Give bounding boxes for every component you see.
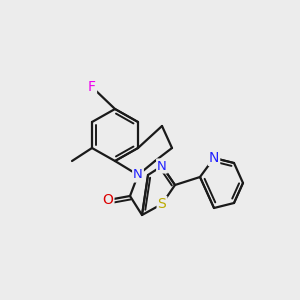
Text: N: N: [133, 169, 143, 182]
Text: O: O: [103, 193, 113, 207]
Text: N: N: [157, 160, 167, 172]
Text: S: S: [158, 197, 166, 211]
Text: N: N: [209, 151, 219, 165]
Text: F: F: [88, 80, 96, 94]
